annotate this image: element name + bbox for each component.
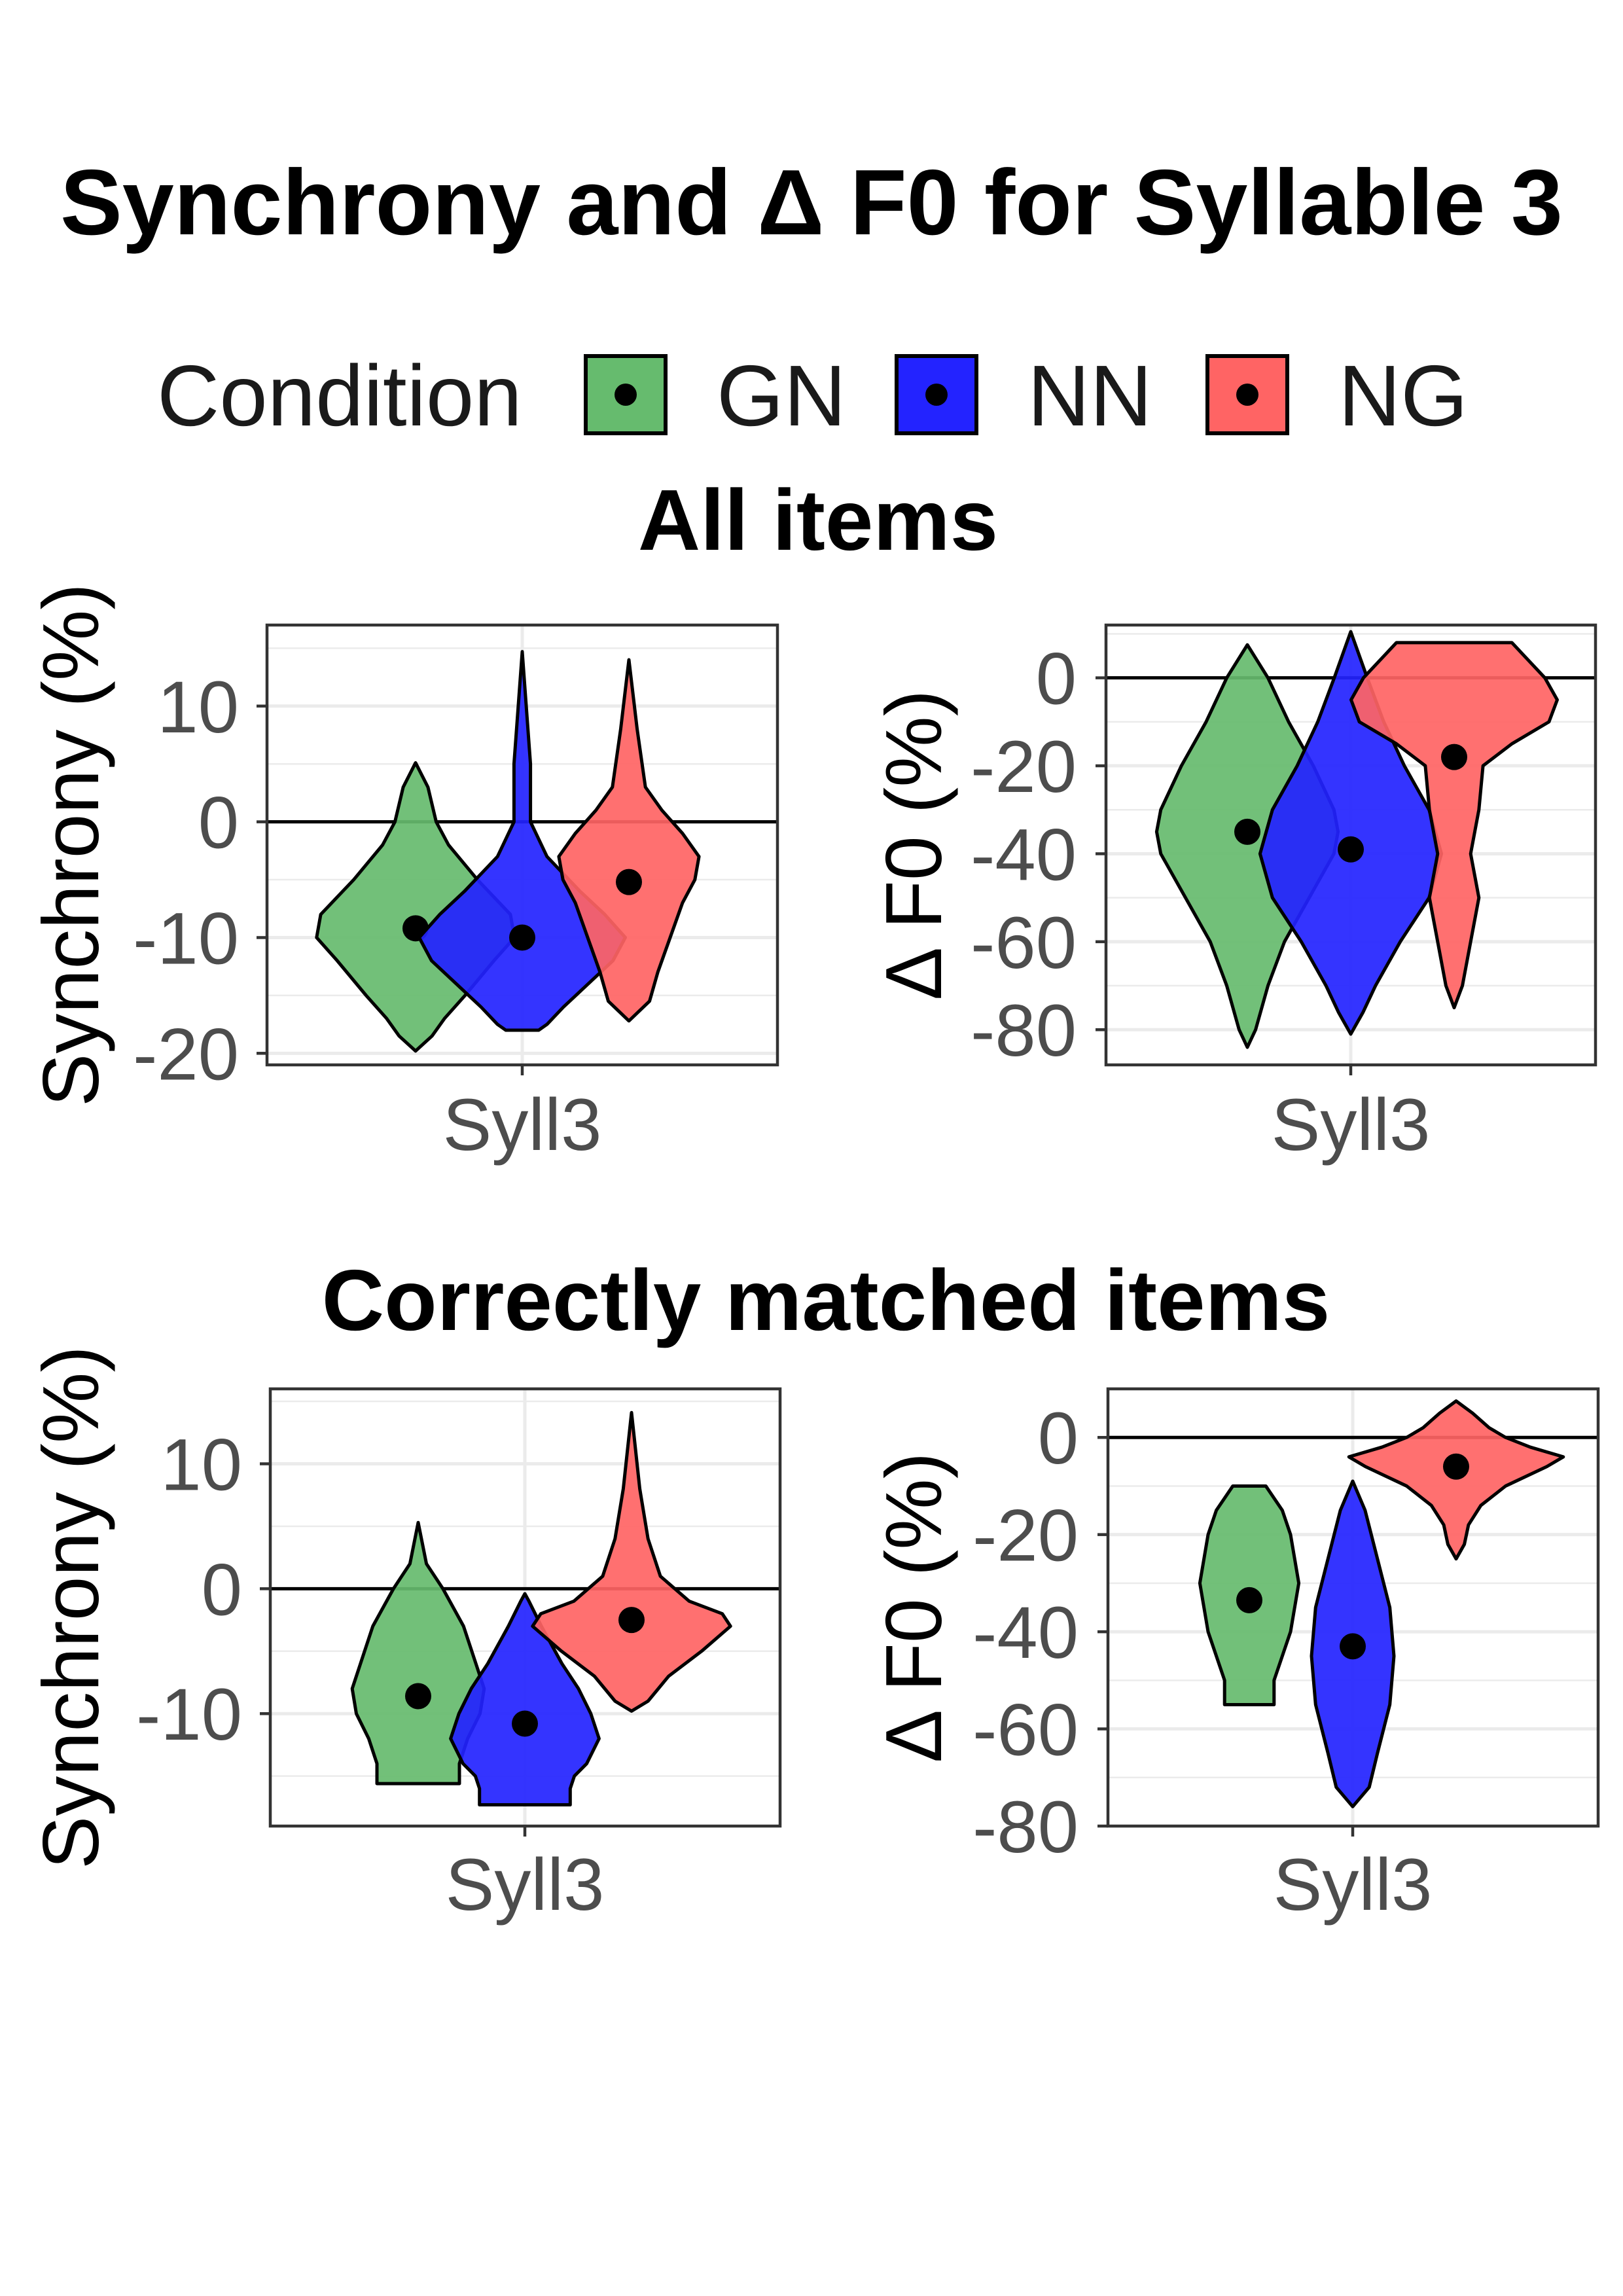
legend-key-point <box>925 384 948 406</box>
y-tick-label: -20 <box>971 726 1077 808</box>
legend: Condition GN NN NG <box>157 348 1468 444</box>
y-tick-label: -60 <box>971 902 1077 984</box>
violin-nn <box>1258 630 1444 1036</box>
y-tick-label: -10 <box>133 897 239 979</box>
mean-point-ng <box>1443 1453 1469 1480</box>
section-title-all-items: All items <box>638 472 998 568</box>
violin-gn <box>350 1520 486 1785</box>
violin-nn <box>1310 1479 1396 1808</box>
legend-key-point <box>1236 384 1258 406</box>
mean-point-gn <box>405 1683 431 1710</box>
y-tick-label: 0 <box>1036 638 1077 720</box>
legend-label-nn: NN <box>1027 348 1152 444</box>
violin-shape-ng <box>1347 1399 1565 1561</box>
x-tick-label: Syll3 <box>1274 1844 1433 1926</box>
legend-label-gn: GN <box>717 348 846 444</box>
y-tick-label: -40 <box>971 814 1077 895</box>
y-tick-label: -20 <box>972 1495 1079 1577</box>
y-tick-label: -20 <box>133 1013 239 1095</box>
violin-gn <box>1198 1484 1301 1706</box>
legend-key-ng <box>1205 354 1289 435</box>
y-tick-label: -80 <box>971 990 1077 1071</box>
x-tick-label: Syll3 <box>1272 1084 1431 1166</box>
mean-point-ng <box>618 1607 645 1634</box>
legend-label-ng: NG <box>1338 348 1468 444</box>
violin-shape-gn <box>350 1520 486 1785</box>
mean-point-gn <box>1236 1587 1262 1613</box>
mean-point-nn <box>1338 836 1364 863</box>
mean-point-gn <box>1234 818 1260 845</box>
y-tick-label: -60 <box>972 1689 1079 1771</box>
y-tick-label: 10 <box>157 666 239 748</box>
violin-shape-nn <box>1258 630 1444 1036</box>
violin-shape-ng <box>531 1410 732 1713</box>
violin-ng <box>1349 641 1559 1010</box>
x-tick-label: Syll3 <box>443 1084 602 1166</box>
mean-point-nn <box>512 1710 538 1737</box>
figure-title: Synchrony and Δ F0 for Syllable 3 <box>60 151 1563 255</box>
mean-point-ng <box>616 869 642 895</box>
legend-entry-ng: NG <box>1205 348 1468 444</box>
legend-entry-nn: NN <box>895 348 1152 444</box>
y-tick-label: 0 <box>198 782 239 864</box>
y-tick-label: -80 <box>972 1786 1079 1868</box>
y-tick-label: 0 <box>202 1549 242 1630</box>
panel-all-items-synchrony: -20 -10 0 10 Syll3 Synchrony (%) <box>26 583 779 1166</box>
legend-key-point <box>615 384 637 406</box>
y-tick-label: 10 <box>160 1424 242 1506</box>
y-axis-title: Synchrony (%) <box>26 583 115 1107</box>
violin-nn <box>449 1592 601 1807</box>
panel-matched-items-synchrony: -10 0 10 Syll3 Synchrony (%) <box>26 1346 782 1926</box>
y-axis-title: Δ F0 (%) <box>869 1452 958 1763</box>
legend-title: Condition <box>157 348 522 444</box>
mean-point-nn <box>509 924 535 951</box>
panel-matched-items-delta-f0: -80 -60 -40 -20 0 Syll3 Δ F0 (%) <box>869 1387 1600 1926</box>
panel-all-items-delta-f0: -80-60-40-200 Syll3 Δ F0 (%) <box>869 623 1597 1166</box>
y-tick-label: -10 <box>136 1674 242 1755</box>
mean-point-nn <box>1340 1633 1366 1660</box>
x-tick-label: Syll3 <box>446 1844 605 1926</box>
violin-ng <box>531 1410 732 1713</box>
legend-entry-gn: GN <box>584 348 846 444</box>
y-tick-label: 0 <box>1038 1397 1079 1479</box>
violin-ng <box>557 658 701 1023</box>
violin-shape-nn <box>449 1592 601 1807</box>
violin-ng <box>1347 1399 1565 1561</box>
violin-shape-ng <box>1349 641 1559 1010</box>
y-tick-label: -40 <box>972 1592 1079 1674</box>
y-axis-title: Δ F0 (%) <box>869 690 958 1001</box>
y-axis-title: Synchrony (%) <box>26 1346 115 1869</box>
violin-shape-ng <box>557 658 701 1023</box>
mean-point-ng <box>1441 744 1467 770</box>
section-title-correctly-matched-items: Correctly matched items <box>322 1252 1330 1348</box>
